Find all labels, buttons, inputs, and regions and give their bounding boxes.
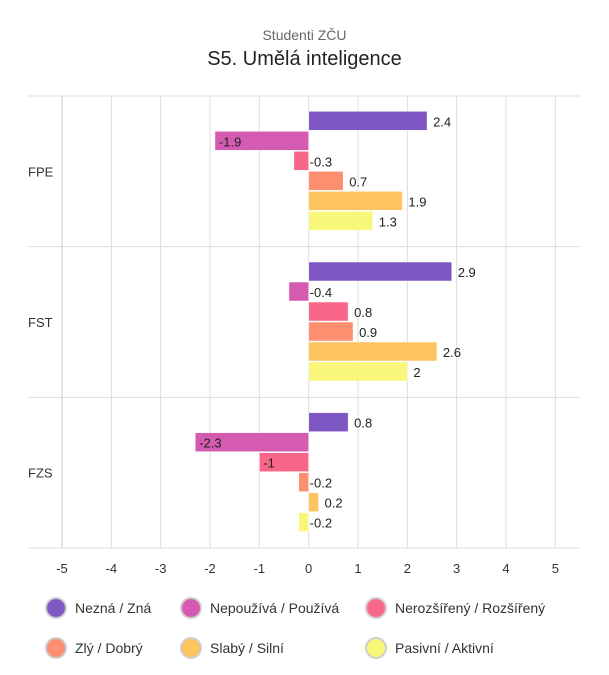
- chart-title: S5. Umělá inteligence: [207, 48, 402, 70]
- legend-label: Nezná / Zná: [75, 600, 152, 616]
- legend-swatch: [180, 637, 202, 659]
- bar: [308, 492, 319, 512]
- bar: [308, 111, 428, 131]
- data-label: 2.9: [458, 265, 476, 280]
- legend-swatch: [365, 637, 387, 659]
- x-tick-label: 4: [502, 561, 509, 576]
- chart-legend: Nezná / Zná Nepoužívá / Používá Nerozšířen…: [0, 590, 609, 670]
- x-tick-label: -4: [106, 561, 118, 576]
- bar: [298, 472, 309, 492]
- data-label: -0.2: [310, 516, 332, 531]
- data-label: -1.9: [219, 134, 241, 149]
- legend-label: Nepoužívá / Používá: [210, 600, 340, 616]
- category-label: FZS: [28, 466, 53, 481]
- x-tick-label: 0: [305, 561, 312, 576]
- data-label: 2.6: [443, 345, 461, 360]
- x-tick-label: 5: [552, 561, 559, 576]
- data-label: -0.2: [310, 476, 332, 491]
- bar: [308, 321, 354, 342]
- bar: [308, 171, 344, 191]
- category-label: FST: [28, 315, 53, 330]
- bar: [308, 361, 408, 382]
- data-label: -2.3: [199, 436, 221, 451]
- data-label: 0.8: [354, 305, 372, 320]
- bar: [293, 151, 309, 171]
- legend-label: Slabý / Silní: [210, 640, 284, 656]
- legend-swatch: [45, 637, 67, 659]
- legend-item[interactable]: Nezná / Zná: [45, 597, 151, 619]
- legend-item[interactable]: Slabý / Silní: [180, 637, 284, 659]
- x-tick-label: 3: [453, 561, 460, 576]
- legend-label: Nerozšířený / Rozšířený: [395, 600, 546, 616]
- legend-item[interactable]: Nerozšířený / Rozšířený: [365, 597, 545, 619]
- bar: [308, 261, 452, 282]
- data-label: 0.2: [325, 496, 343, 511]
- bar: [308, 341, 438, 362]
- data-label: -0.4: [310, 285, 332, 300]
- bar: [308, 211, 374, 231]
- legend-item[interactable]: Nepoužívá / Používá: [180, 597, 339, 619]
- bar: [214, 131, 309, 151]
- legend-label: Zlý / Dobrý: [75, 640, 143, 656]
- bar: [288, 281, 309, 302]
- data-label: 1.3: [379, 214, 397, 229]
- chart-subtitle: Studenti ZČU: [262, 27, 347, 43]
- data-label: 2: [413, 365, 420, 380]
- x-tick-label: -1: [254, 561, 266, 576]
- chart-plot: -5 -4 -3 -2 -1 0 1 2 3 4 5 FPE FST FZS 2.4 -1.9 -0.3 0.7 1…: [28, 95, 580, 576]
- data-label: 0.8: [354, 416, 372, 431]
- bar: [194, 432, 309, 452]
- data-label: 2.4: [433, 114, 451, 129]
- x-tick-label: -3: [155, 561, 167, 576]
- bar: [259, 452, 309, 472]
- bar: [308, 191, 403, 211]
- data-label: 0.7: [349, 174, 367, 189]
- legend-item[interactable]: Zlý / Dobrý: [45, 637, 143, 659]
- x-tick-label: -2: [204, 561, 216, 576]
- legend-label: Pasivní / Aktivní: [395, 640, 494, 656]
- legend-swatch: [365, 597, 387, 619]
- x-tick-label: 2: [404, 561, 411, 576]
- legend-item[interactable]: Pasivní / Aktivní: [365, 637, 494, 659]
- category-label: FPE: [28, 164, 54, 179]
- data-label: -1: [263, 456, 275, 471]
- legend-swatch: [45, 597, 67, 619]
- bar: [298, 512, 309, 532]
- bar: [308, 301, 349, 322]
- x-tick-label: -5: [56, 561, 68, 576]
- bar: [308, 412, 349, 432]
- data-label: 1.9: [408, 194, 426, 209]
- data-label: 0.9: [359, 325, 377, 340]
- x-tick-label: 1: [354, 561, 361, 576]
- legend-swatch: [180, 597, 202, 619]
- data-label: -0.3: [310, 154, 332, 169]
